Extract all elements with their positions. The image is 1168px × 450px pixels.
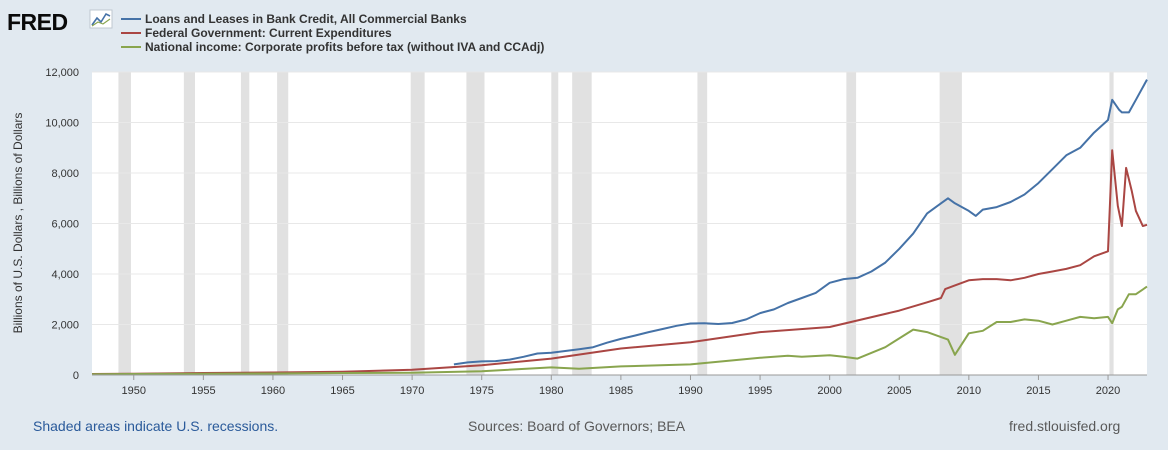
y-axis-title: Billions of U.S. Dollars , Billions of D…	[11, 113, 25, 334]
y-tick-label: 12,000	[45, 67, 79, 79]
legend-label-federal-expenditures: Federal Government: Current Expenditures	[145, 26, 392, 40]
legend-item-corporate-profits[interactable]: National income: Corporate profits befor…	[121, 40, 544, 54]
x-tick-label: 1975	[469, 385, 493, 397]
fred-logo[interactable]: FRED	[7, 9, 113, 35]
legend: Loans and Leases in Bank Credit, All Com…	[121, 12, 544, 54]
gridlines	[92, 71, 1147, 325]
x-tick-label: 2020	[1096, 385, 1120, 397]
x-tick-label: 1960	[261, 385, 285, 397]
y-tick-label: 4,000	[51, 269, 79, 281]
x-tick-label: 2005	[887, 385, 911, 397]
x-tick-label: 1965	[330, 385, 354, 397]
series-line-federal-expenditures	[91, 149, 1148, 375]
x-axis-ticks: 1950 1955 1960 1965 1970 1975 1980 1985 1990 1995…	[122, 375, 1120, 397]
x-tick-label: 1995	[748, 385, 772, 397]
x-tick-label: 1970	[400, 385, 424, 397]
y-tick-label: 6,000	[51, 219, 79, 231]
legend-label-corporate-profits: National income: Corporate profits befor…	[145, 40, 544, 54]
x-tick-label: 1955	[191, 385, 215, 397]
x-tick-label: 2015	[1026, 385, 1050, 397]
logo-chart-icon	[89, 9, 113, 29]
y-tick-label: 8,000	[51, 168, 79, 180]
x-tick-label: 2000	[817, 385, 841, 397]
x-tick-label: 1985	[609, 385, 633, 397]
recession-note: Shaded areas indicate U.S. recessions.	[33, 418, 279, 434]
series-line-loans	[453, 79, 1148, 366]
x-tick-label: 1990	[678, 385, 702, 397]
y-tick-label: 0	[73, 370, 79, 382]
y-tick-label: 10,000	[45, 118, 79, 130]
series-lines	[91, 79, 1148, 376]
y-tick-label: 2,000	[51, 320, 79, 332]
site-link[interactable]: fred.stlouisfed.org	[1009, 418, 1121, 434]
series-line-corporate-profits	[91, 285, 1148, 376]
x-tick-label: 1950	[122, 385, 146, 397]
legend-item-federal-expenditures[interactable]: Federal Government: Current Expenditures	[121, 26, 392, 40]
x-tick-label: 2010	[957, 385, 981, 397]
fred-logo-text: FRED	[7, 9, 68, 35]
legend-label-loans: Loans and Leases in Bank Credit, All Com…	[145, 12, 467, 26]
sources-text: Sources: Board of Governors; BEA	[468, 418, 686, 434]
legend-item-loans[interactable]: Loans and Leases in Bank Credit, All Com…	[121, 12, 467, 26]
x-tick-label: 1980	[539, 385, 563, 397]
y-axis-ticks: 0 2,000 4,000 6,000 8,000 10,000 12,000	[45, 67, 79, 382]
